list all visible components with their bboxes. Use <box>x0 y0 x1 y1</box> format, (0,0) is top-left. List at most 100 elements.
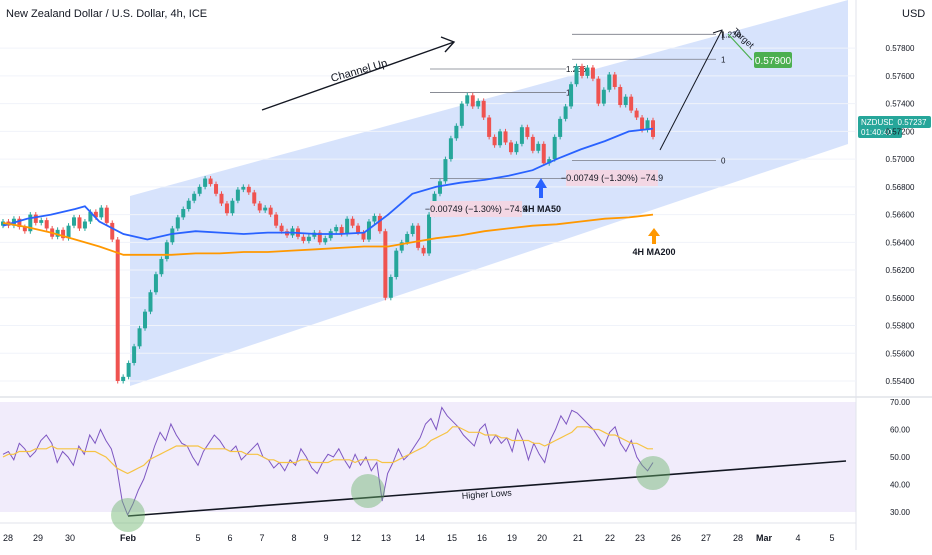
candle-body <box>115 239 120 381</box>
time-tick-label: 12 <box>351 533 361 543</box>
currency-label[interactable]: USD <box>902 8 925 20</box>
time-tick-label: 4 <box>795 533 800 543</box>
candle-body <box>219 193 224 204</box>
measure-box-1[interactable] <box>430 201 522 217</box>
channel-up-band[interactable] <box>130 0 848 386</box>
rsi-low-marker-3[interactable] <box>636 456 670 490</box>
candle-body <box>279 225 284 232</box>
candle-body <box>208 178 213 185</box>
candle-body <box>416 225 421 248</box>
candle-body <box>552 136 557 160</box>
symbol-title[interactable]: New Zealand Dollar / U.S. Dollar, 4h, IC… <box>6 8 207 20</box>
channel-direction-line[interactable] <box>261 41 455 111</box>
candle-body <box>601 89 606 104</box>
candle-body <box>17 218 22 228</box>
target-price-value: 0.57900 <box>755 56 792 67</box>
candle-body <box>72 217 77 226</box>
time-tick-label: 27 <box>701 533 711 543</box>
candle-body <box>498 131 503 146</box>
candle-body <box>345 218 350 234</box>
candle-body <box>454 125 459 139</box>
candle-body <box>405 233 410 243</box>
measure-box-2[interactable] <box>566 170 658 186</box>
time-tick-label: 20 <box>537 533 547 543</box>
time-tick-label: Feb <box>120 533 137 543</box>
candle-body <box>39 220 44 223</box>
candle-body <box>241 186 246 190</box>
rsi-pane <box>2 406 654 517</box>
rsi-low-marker-1[interactable] <box>111 498 145 532</box>
target-price-box[interactable] <box>754 52 792 68</box>
time-tick-label: 23 <box>635 533 645 543</box>
candle-body <box>257 203 262 211</box>
candle-body <box>82 221 87 229</box>
rsi-line-rsi[interactable] <box>2 406 654 517</box>
candle-body <box>77 217 82 229</box>
candle-body <box>629 96 634 111</box>
candle-body <box>121 376 126 381</box>
candle-body <box>66 225 71 239</box>
candle-body <box>394 250 399 277</box>
candle-body <box>126 362 131 377</box>
candle-body <box>22 227 27 232</box>
ma200-arrow-icon <box>648 228 660 244</box>
time-tick-label: 7 <box>259 533 264 543</box>
candle-body <box>33 214 38 223</box>
price-tick-label: 0.56200 <box>886 266 915 275</box>
candle-body <box>306 236 311 241</box>
candle-body <box>88 211 93 222</box>
time-tick-label: 14 <box>415 533 425 543</box>
candle-body <box>410 225 415 234</box>
last-price-box[interactable] <box>858 116 902 138</box>
candle-body <box>492 136 497 146</box>
projection-arrow-icon <box>712 29 724 41</box>
candle-body <box>263 207 268 211</box>
ma-line-4h-ma50[interactable] <box>2 127 654 241</box>
candle-body <box>541 143 546 164</box>
time-tick-label: 13 <box>381 533 391 543</box>
candle-body <box>388 276 393 298</box>
candle-body <box>153 274 158 293</box>
price-tick-label: 0.57600 <box>886 72 915 81</box>
candle-body <box>503 131 508 143</box>
candle-body <box>350 218 355 226</box>
candle-body <box>356 225 361 233</box>
measure-text-2: −0.00749 (−1.30%) −74.9 <box>561 173 663 183</box>
candle-body <box>607 74 612 90</box>
candle-body <box>61 229 66 239</box>
price-tick-label: 0.57200 <box>886 127 915 136</box>
rsi-low-marker-2[interactable] <box>351 474 385 508</box>
candle-body <box>437 181 442 194</box>
candle-body <box>323 238 328 243</box>
candle-body <box>44 220 49 229</box>
candle-body <box>383 231 388 298</box>
candle-body <box>99 207 104 218</box>
candle-body <box>339 227 344 234</box>
rsi-tick-label: 40.00 <box>890 481 911 490</box>
candle-body <box>159 258 164 275</box>
rsi-tick-label: 30.00 <box>890 508 911 517</box>
price-tick-label: 0.56800 <box>886 183 915 192</box>
rsi-line-ma[interactable] <box>2 426 653 475</box>
higher-lows-trendline[interactable] <box>127 460 847 517</box>
moving-averages <box>2 127 654 256</box>
candle-body <box>246 186 251 193</box>
ma-line-4h-ma200[interactable] <box>2 213 654 256</box>
fib-level-label: 1 <box>566 89 571 98</box>
candle-body <box>651 120 655 137</box>
rsi-tick-label: 50.00 <box>890 453 911 462</box>
candle-body <box>143 311 148 329</box>
candle-body <box>148 292 153 312</box>
candle-body <box>640 117 645 130</box>
candle-body <box>427 214 432 254</box>
candle-body <box>525 127 530 137</box>
candle-body <box>110 222 115 240</box>
rsi-band <box>0 402 856 512</box>
candle-body <box>634 110 639 118</box>
projection-line[interactable] <box>659 29 723 151</box>
time-tick-label: 30 <box>65 533 75 543</box>
candle-body <box>574 66 579 85</box>
candle-body <box>508 142 513 153</box>
